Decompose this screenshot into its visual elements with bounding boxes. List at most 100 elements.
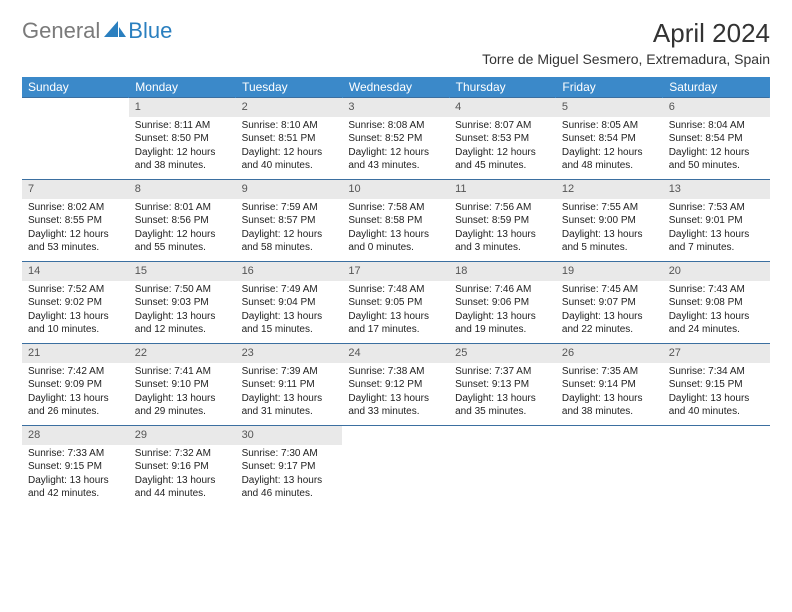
day-details: Sunrise: 8:02 AMSunset: 8:55 PMDaylight:…: [22, 199, 129, 259]
calendar-day-cell: 1Sunrise: 8:11 AMSunset: 8:50 PMDaylight…: [129, 98, 236, 180]
day-details: Sunrise: 7:48 AMSunset: 9:05 PMDaylight:…: [342, 281, 449, 341]
day-details: Sunrise: 8:01 AMSunset: 8:56 PMDaylight:…: [129, 199, 236, 259]
day-number: 10: [342, 180, 449, 199]
sunrise-line: Sunrise: 8:01 AM: [135, 201, 230, 215]
day-number: 13: [663, 180, 770, 199]
day-number: 19: [556, 262, 663, 281]
sunrise-line: Sunrise: 7:59 AM: [242, 201, 337, 215]
sunrise-line: Sunrise: 7:52 AM: [28, 283, 123, 297]
sunset-line: Sunset: 9:15 PM: [669, 378, 764, 392]
daylight-line: Daylight: 13 hours and 31 minutes.: [242, 392, 337, 419]
sunset-line: Sunset: 9:11 PM: [242, 378, 337, 392]
sunrise-line: Sunrise: 7:49 AM: [242, 283, 337, 297]
daylight-line: Daylight: 13 hours and 12 minutes.: [135, 310, 230, 337]
calendar-day-cell: 19Sunrise: 7:45 AMSunset: 9:07 PMDayligh…: [556, 262, 663, 344]
calendar-day-cell: 23Sunrise: 7:39 AMSunset: 9:11 PMDayligh…: [236, 344, 343, 426]
day-details: Sunrise: 7:33 AMSunset: 9:15 PMDaylight:…: [22, 445, 129, 505]
day-number: 27: [663, 344, 770, 363]
day-number: 29: [129, 426, 236, 445]
day-details: Sunrise: 7:52 AMSunset: 9:02 PMDaylight:…: [22, 281, 129, 341]
calendar-day-cell: 16Sunrise: 7:49 AMSunset: 9:04 PMDayligh…: [236, 262, 343, 344]
day-details: Sunrise: 7:38 AMSunset: 9:12 PMDaylight:…: [342, 363, 449, 423]
sunrise-line: Sunrise: 7:48 AM: [348, 283, 443, 297]
calendar-day-cell: 25Sunrise: 7:37 AMSunset: 9:13 PMDayligh…: [449, 344, 556, 426]
sunrise-line: Sunrise: 7:33 AM: [28, 447, 123, 461]
day-details: Sunrise: 7:35 AMSunset: 9:14 PMDaylight:…: [556, 363, 663, 423]
sunset-line: Sunset: 8:52 PM: [348, 132, 443, 146]
sunset-line: Sunset: 9:16 PM: [135, 460, 230, 474]
sunrise-line: Sunrise: 7:37 AM: [455, 365, 550, 379]
day-details: Sunrise: 8:07 AMSunset: 8:53 PMDaylight:…: [449, 117, 556, 177]
calendar-week-row: 7Sunrise: 8:02 AMSunset: 8:55 PMDaylight…: [22, 180, 770, 262]
daylight-line: Daylight: 12 hours and 40 minutes.: [242, 146, 337, 173]
sunrise-line: Sunrise: 7:45 AM: [562, 283, 657, 297]
daylight-line: Daylight: 12 hours and 58 minutes.: [242, 228, 337, 255]
sunset-line: Sunset: 8:54 PM: [562, 132, 657, 146]
calendar-day-cell: 5Sunrise: 8:05 AMSunset: 8:54 PMDaylight…: [556, 98, 663, 180]
daylight-line: Daylight: 13 hours and 0 minutes.: [348, 228, 443, 255]
sunrise-line: Sunrise: 7:34 AM: [669, 365, 764, 379]
sunrise-line: Sunrise: 7:41 AM: [135, 365, 230, 379]
daylight-line: Daylight: 13 hours and 22 minutes.: [562, 310, 657, 337]
day-details: Sunrise: 7:55 AMSunset: 9:00 PMDaylight:…: [556, 199, 663, 259]
day-number: 18: [449, 262, 556, 281]
calendar-empty-cell: [342, 426, 449, 508]
daylight-line: Daylight: 13 hours and 10 minutes.: [28, 310, 123, 337]
sunset-line: Sunset: 9:05 PM: [348, 296, 443, 310]
sunset-line: Sunset: 9:09 PM: [28, 378, 123, 392]
weekday-header: Friday: [556, 77, 663, 98]
daylight-line: Daylight: 13 hours and 35 minutes.: [455, 392, 550, 419]
day-number: 11: [449, 180, 556, 199]
sunrise-line: Sunrise: 8:08 AM: [348, 119, 443, 133]
sunrise-line: Sunrise: 7:46 AM: [455, 283, 550, 297]
sunrise-line: Sunrise: 7:56 AM: [455, 201, 550, 215]
sunrise-line: Sunrise: 8:04 AM: [669, 119, 764, 133]
day-number: 5: [556, 98, 663, 117]
calendar-day-cell: 4Sunrise: 8:07 AMSunset: 8:53 PMDaylight…: [449, 98, 556, 180]
calendar-empty-cell: [449, 426, 556, 508]
day-number: 22: [129, 344, 236, 363]
day-details: Sunrise: 7:41 AMSunset: 9:10 PMDaylight:…: [129, 363, 236, 423]
day-number: 21: [22, 344, 129, 363]
daylight-line: Daylight: 13 hours and 24 minutes.: [669, 310, 764, 337]
daylight-line: Daylight: 12 hours and 53 minutes.: [28, 228, 123, 255]
weekday-header: Monday: [129, 77, 236, 98]
day-details: Sunrise: 7:50 AMSunset: 9:03 PMDaylight:…: [129, 281, 236, 341]
day-details: Sunrise: 7:30 AMSunset: 9:17 PMDaylight:…: [236, 445, 343, 505]
calendar-day-cell: 30Sunrise: 7:30 AMSunset: 9:17 PMDayligh…: [236, 426, 343, 508]
sunset-line: Sunset: 9:03 PM: [135, 296, 230, 310]
daylight-line: Daylight: 13 hours and 42 minutes.: [28, 474, 123, 501]
sunset-line: Sunset: 8:58 PM: [348, 214, 443, 228]
weekday-header: Thursday: [449, 77, 556, 98]
daylight-line: Daylight: 13 hours and 5 minutes.: [562, 228, 657, 255]
calendar-table: Sunday Monday Tuesday Wednesday Thursday…: [22, 77, 770, 508]
day-number: 8: [129, 180, 236, 199]
sunrise-line: Sunrise: 8:07 AM: [455, 119, 550, 133]
daylight-line: Daylight: 13 hours and 46 minutes.: [242, 474, 337, 501]
sunrise-line: Sunrise: 7:55 AM: [562, 201, 657, 215]
day-number: 15: [129, 262, 236, 281]
calendar-week-row: 1Sunrise: 8:11 AMSunset: 8:50 PMDaylight…: [22, 98, 770, 180]
sunset-line: Sunset: 9:08 PM: [669, 296, 764, 310]
calendar-week-row: 28Sunrise: 7:33 AMSunset: 9:15 PMDayligh…: [22, 426, 770, 508]
calendar-day-cell: 8Sunrise: 8:01 AMSunset: 8:56 PMDaylight…: [129, 180, 236, 262]
daylight-line: Daylight: 12 hours and 55 minutes.: [135, 228, 230, 255]
day-number: 20: [663, 262, 770, 281]
sunset-line: Sunset: 8:50 PM: [135, 132, 230, 146]
day-number: 23: [236, 344, 343, 363]
sunrise-line: Sunrise: 8:10 AM: [242, 119, 337, 133]
day-details: Sunrise: 8:04 AMSunset: 8:54 PMDaylight:…: [663, 117, 770, 177]
calendar-day-cell: 20Sunrise: 7:43 AMSunset: 9:08 PMDayligh…: [663, 262, 770, 344]
calendar-day-cell: 7Sunrise: 8:02 AMSunset: 8:55 PMDaylight…: [22, 180, 129, 262]
day-number: 6: [663, 98, 770, 117]
sunset-line: Sunset: 8:54 PM: [669, 132, 764, 146]
weekday-header: Saturday: [663, 77, 770, 98]
calendar-day-cell: 24Sunrise: 7:38 AMSunset: 9:12 PMDayligh…: [342, 344, 449, 426]
day-details: Sunrise: 7:56 AMSunset: 8:59 PMDaylight:…: [449, 199, 556, 259]
calendar-day-cell: 22Sunrise: 7:41 AMSunset: 9:10 PMDayligh…: [129, 344, 236, 426]
day-number: 14: [22, 262, 129, 281]
day-number: 30: [236, 426, 343, 445]
calendar-day-cell: 13Sunrise: 7:53 AMSunset: 9:01 PMDayligh…: [663, 180, 770, 262]
daylight-line: Daylight: 12 hours and 48 minutes.: [562, 146, 657, 173]
day-details: Sunrise: 8:10 AMSunset: 8:51 PMDaylight:…: [236, 117, 343, 177]
